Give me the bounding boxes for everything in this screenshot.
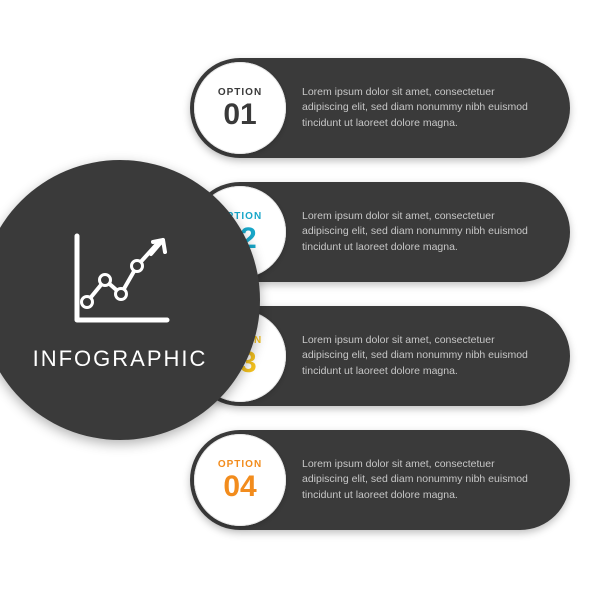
- option-number: 04: [223, 472, 256, 502]
- option-number: 01: [223, 100, 256, 130]
- option-badge-4: OPTION 04: [194, 434, 286, 526]
- option-label: OPTION: [218, 87, 262, 98]
- option-bar-1: OPTION 01 Lorem ipsum dolor sit amet, co…: [190, 58, 570, 158]
- option-badge-1: OPTION 01: [194, 62, 286, 154]
- option-body: Lorem ipsum dolor sit amet, consectetuer…: [302, 333, 570, 379]
- chart-arrow-icon: [65, 228, 175, 328]
- option-body: Lorem ipsum dolor sit amet, consectetuer…: [302, 85, 570, 131]
- option-body: Lorem ipsum dolor sit amet, consectetuer…: [302, 209, 570, 255]
- infographic-title: INFOGRAPHIC: [33, 346, 208, 372]
- option-body: Lorem ipsum dolor sit amet, consectetuer…: [302, 457, 570, 503]
- option-bar-4: OPTION 04 Lorem ipsum dolor sit amet, co…: [190, 430, 570, 530]
- option-label: OPTION: [218, 459, 262, 470]
